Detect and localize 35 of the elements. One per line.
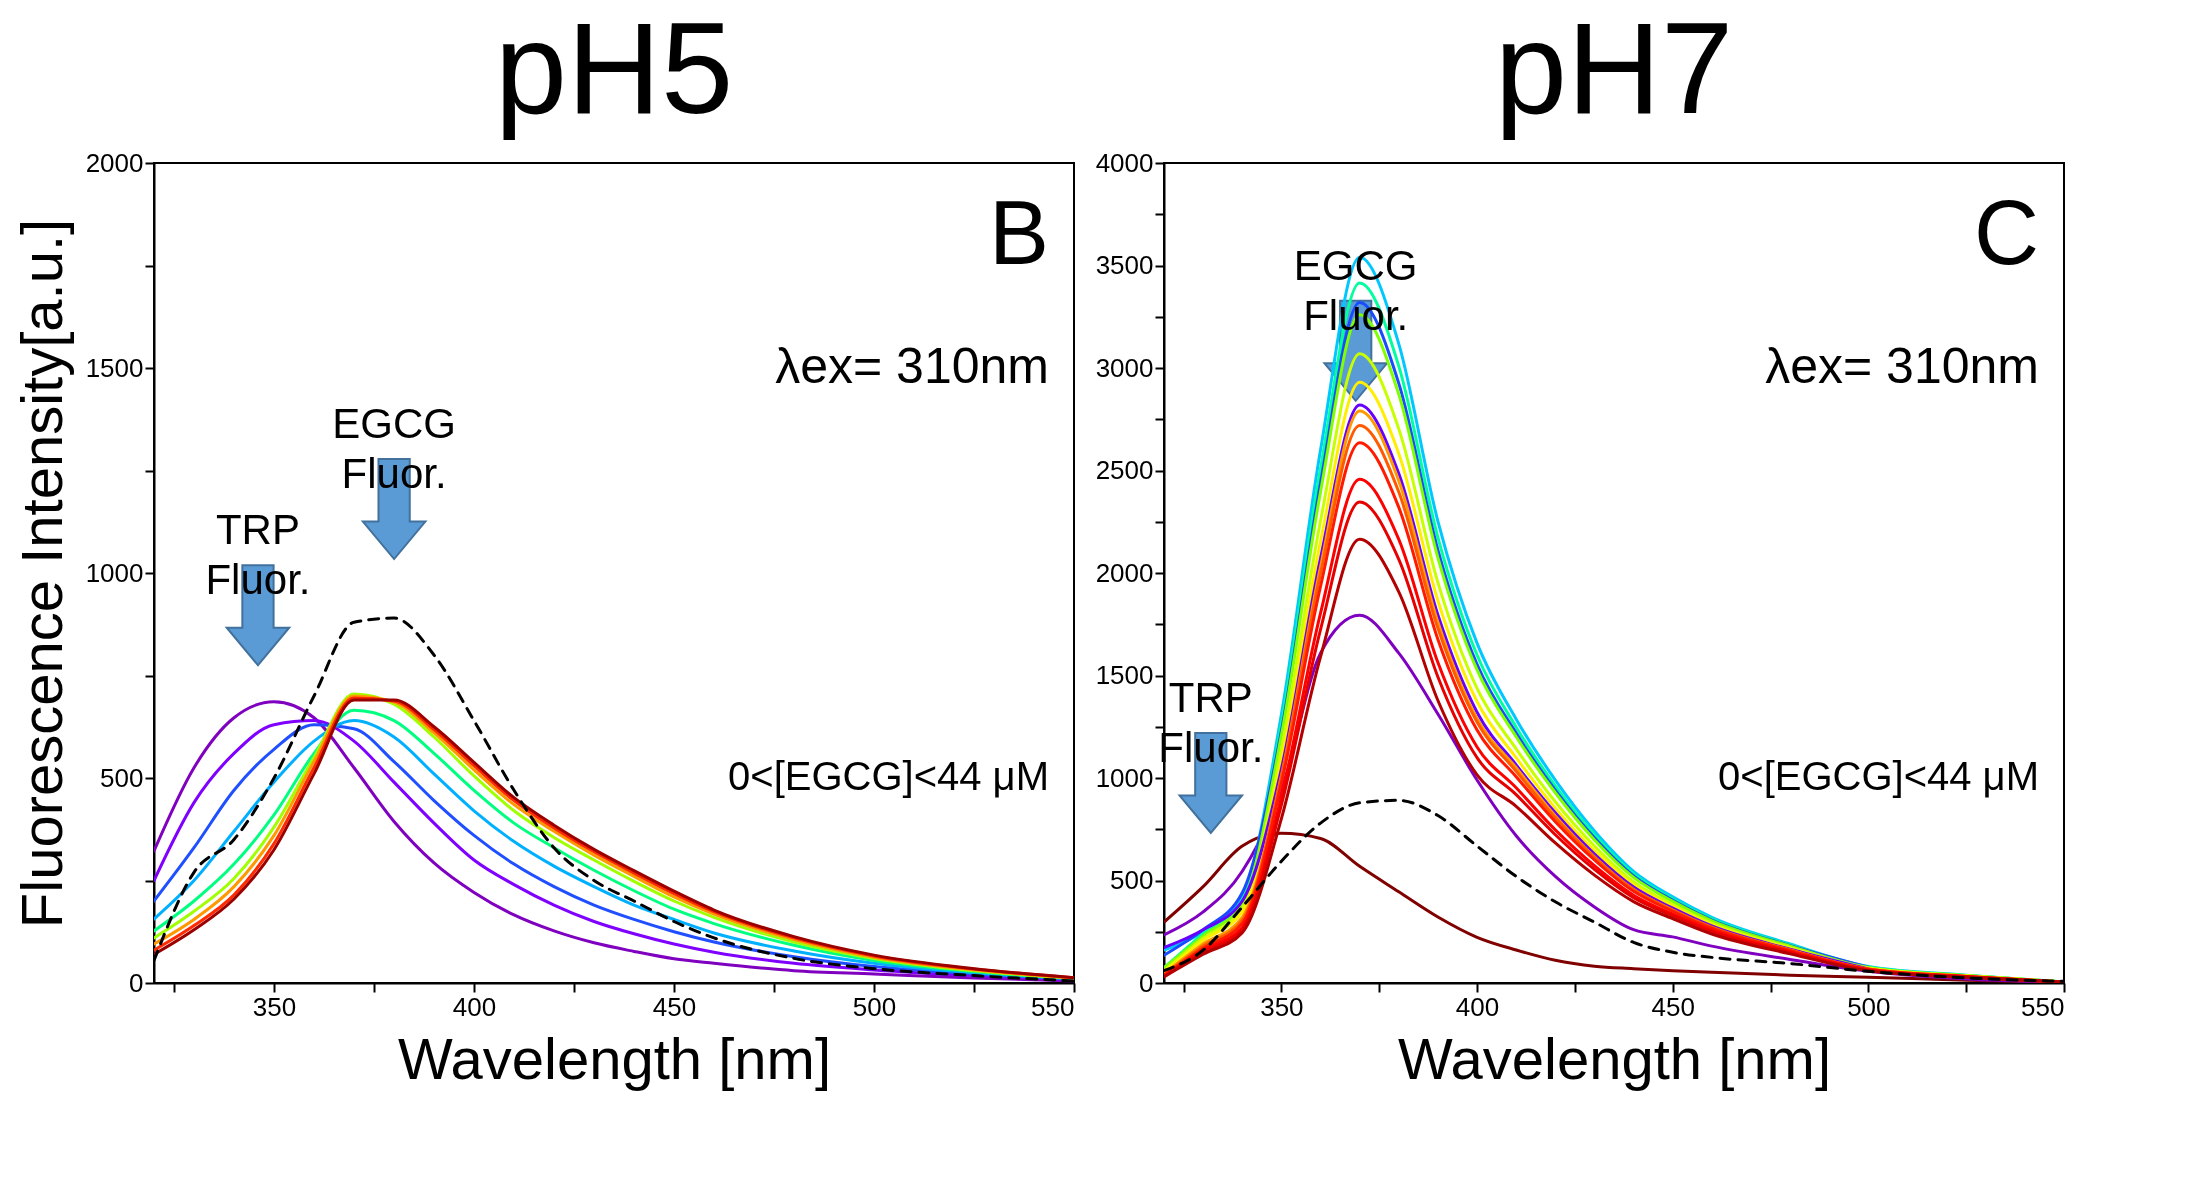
y-tick-label: 0 <box>129 967 144 998</box>
y-tick-label: 1500 <box>1095 660 1154 690</box>
x-tick-label: 450 <box>1651 991 1695 1022</box>
y-tick-label: 4000 <box>1095 147 1154 178</box>
y-tick-label: 3000 <box>1095 352 1154 383</box>
x-tick-label: 500 <box>852 991 897 1022</box>
y-tick-label: 0 <box>1139 967 1154 998</box>
y-tick-label: 2500 <box>1095 455 1154 485</box>
annotation: B <box>988 182 1049 283</box>
x-axis-title: Wavelength [nm] <box>397 1025 832 1091</box>
annotation: 0<[EGCG]<44 μM <box>728 754 1049 798</box>
chart-title: pH5 <box>494 0 734 141</box>
y-tick-label: 500 <box>1110 865 1154 895</box>
x-tick-label: 550 <box>1031 991 1075 1022</box>
y-tick-label: 2000 <box>85 147 144 178</box>
y-tick-label: 3500 <box>1095 250 1154 280</box>
x-tick-label: 450 <box>652 991 697 1022</box>
annotation: λex= 310nm <box>775 338 1049 394</box>
y-tick-label: 1500 <box>85 352 144 383</box>
annotation: λex= 310nm <box>1765 338 2039 394</box>
x-tick-label: 550 <box>2021 991 2065 1022</box>
chart-title: pH7 <box>1494 0 1734 141</box>
y-tick-label: 1000 <box>1095 762 1154 793</box>
y-tick-label: 500 <box>100 762 144 793</box>
x-tick-label: 400 <box>1455 991 1500 1022</box>
y-tick-label: 1000 <box>85 557 144 588</box>
x-tick-label: 500 <box>1847 991 1891 1022</box>
annotation: 0<[EGCG]<44 μM <box>1718 754 2039 798</box>
y-axis-title: Fluorescence Intensity[a.u.] <box>8 218 74 929</box>
x-axis-title: Wavelength [nm] <box>1397 1025 1832 1091</box>
y-tick-label: 2000 <box>1095 557 1154 588</box>
x-tick-label: 400 <box>452 991 497 1022</box>
annotation: C <box>1974 182 2039 283</box>
x-tick-label: 350 <box>252 991 297 1022</box>
x-tick-label: 350 <box>1260 991 1304 1022</box>
